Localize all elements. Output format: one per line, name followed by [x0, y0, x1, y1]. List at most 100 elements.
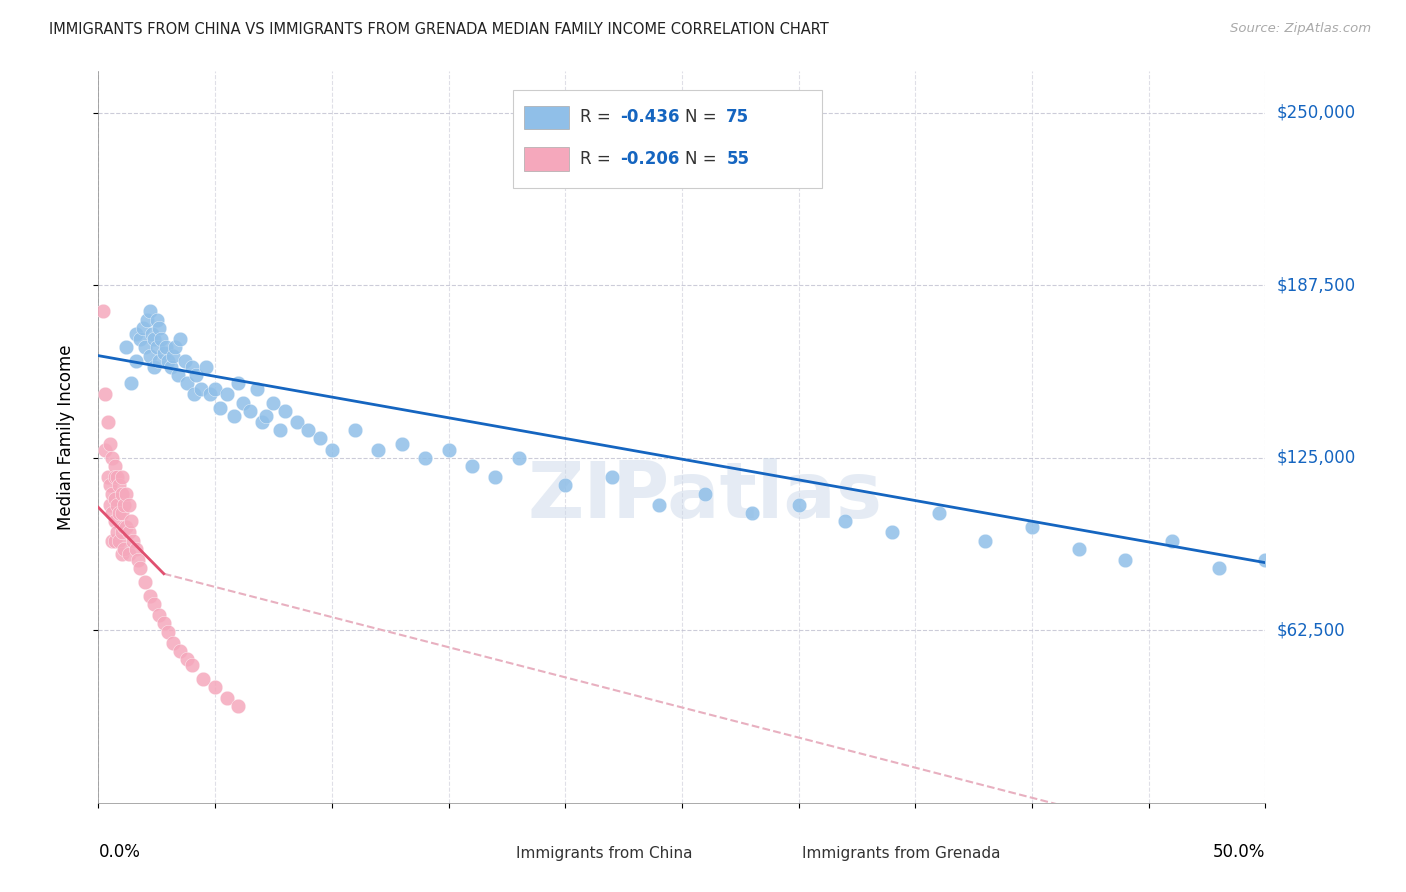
- Text: 50.0%: 50.0%: [1213, 843, 1265, 861]
- Point: [98, 478, 121, 492]
- Point: [173, 354, 195, 368]
- Point: [1114, 553, 1136, 567]
- Point: [148, 608, 170, 623]
- Point: [162, 349, 184, 363]
- Point: [108, 478, 131, 492]
- Point: [122, 533, 145, 548]
- Point: [118, 498, 141, 512]
- Point: [97, 470, 120, 484]
- Point: [101, 533, 124, 548]
- Point: [239, 404, 262, 418]
- Point: [228, 376, 250, 391]
- Point: [118, 525, 141, 540]
- Point: [97, 415, 120, 429]
- Point: [129, 561, 152, 575]
- Point: [105, 470, 128, 484]
- Point: [344, 423, 367, 437]
- Point: [215, 690, 238, 705]
- Point: [204, 680, 226, 694]
- Text: -0.206: -0.206: [620, 150, 679, 168]
- Point: [134, 340, 156, 354]
- Point: [190, 382, 212, 396]
- Point: [152, 346, 174, 360]
- Point: [111, 470, 134, 484]
- Point: [208, 401, 231, 416]
- Point: [101, 506, 124, 520]
- FancyBboxPatch shape: [472, 846, 509, 862]
- Point: [143, 332, 166, 346]
- Point: [132, 321, 155, 335]
- Point: [554, 478, 576, 492]
- Point: [508, 450, 530, 465]
- Point: [741, 506, 763, 520]
- Point: [274, 404, 297, 418]
- Point: [204, 382, 226, 396]
- Text: ZIPatlas: ZIPatlas: [527, 458, 883, 533]
- Text: Source: ZipAtlas.com: Source: ZipAtlas.com: [1230, 22, 1371, 36]
- Point: [91, 304, 114, 318]
- Point: [186, 368, 208, 382]
- Point: [139, 589, 162, 603]
- Point: [115, 520, 138, 534]
- Point: [1208, 561, 1230, 575]
- Point: [413, 450, 436, 465]
- Point: [104, 514, 127, 528]
- Point: [647, 498, 669, 512]
- Point: [112, 520, 135, 534]
- Point: [1161, 533, 1184, 548]
- Point: [146, 312, 169, 326]
- Point: [246, 382, 269, 396]
- Point: [159, 359, 181, 374]
- Point: [111, 525, 134, 540]
- Point: [129, 332, 152, 346]
- Point: [94, 387, 117, 401]
- Point: [127, 553, 149, 567]
- Point: [176, 652, 198, 666]
- Point: [437, 442, 460, 457]
- Point: [1067, 541, 1090, 556]
- Point: [148, 321, 170, 335]
- Point: [104, 470, 127, 484]
- Point: [112, 498, 135, 512]
- Point: [111, 486, 134, 500]
- Point: [367, 442, 389, 457]
- Point: [98, 437, 121, 451]
- Text: IMMIGRANTS FROM CHINA VS IMMIGRANTS FROM GRENADA MEDIAN FAMILY INCOME CORRELATIO: IMMIGRANTS FROM CHINA VS IMMIGRANTS FROM…: [49, 22, 830, 37]
- Point: [1021, 520, 1043, 534]
- Point: [193, 672, 215, 686]
- Point: [125, 354, 148, 368]
- Point: [150, 332, 173, 346]
- Point: [112, 541, 135, 556]
- Text: -0.436: -0.436: [620, 109, 679, 127]
- Point: [461, 458, 484, 473]
- Point: [1254, 553, 1277, 567]
- Point: [787, 498, 810, 512]
- Point: [600, 470, 623, 484]
- Text: 0.0%: 0.0%: [98, 843, 141, 861]
- Point: [108, 533, 131, 548]
- Point: [194, 359, 217, 374]
- Point: [136, 312, 159, 326]
- Point: [139, 349, 162, 363]
- Point: [695, 486, 717, 500]
- Point: [104, 533, 127, 548]
- Text: $62,500: $62,500: [1277, 622, 1346, 640]
- Point: [143, 597, 166, 611]
- Point: [165, 340, 187, 354]
- Point: [120, 376, 142, 391]
- Point: [157, 624, 180, 639]
- Point: [256, 409, 278, 424]
- Text: R =: R =: [581, 109, 616, 127]
- Point: [834, 514, 856, 528]
- FancyBboxPatch shape: [524, 147, 568, 171]
- Point: [269, 423, 291, 437]
- Text: 55: 55: [727, 150, 749, 168]
- Point: [309, 432, 332, 446]
- Point: [228, 699, 250, 714]
- Point: [139, 304, 162, 318]
- Text: 75: 75: [727, 109, 749, 127]
- Point: [157, 354, 180, 368]
- Text: R =: R =: [581, 150, 616, 168]
- Text: $125,000: $125,000: [1277, 449, 1355, 467]
- Point: [183, 387, 205, 401]
